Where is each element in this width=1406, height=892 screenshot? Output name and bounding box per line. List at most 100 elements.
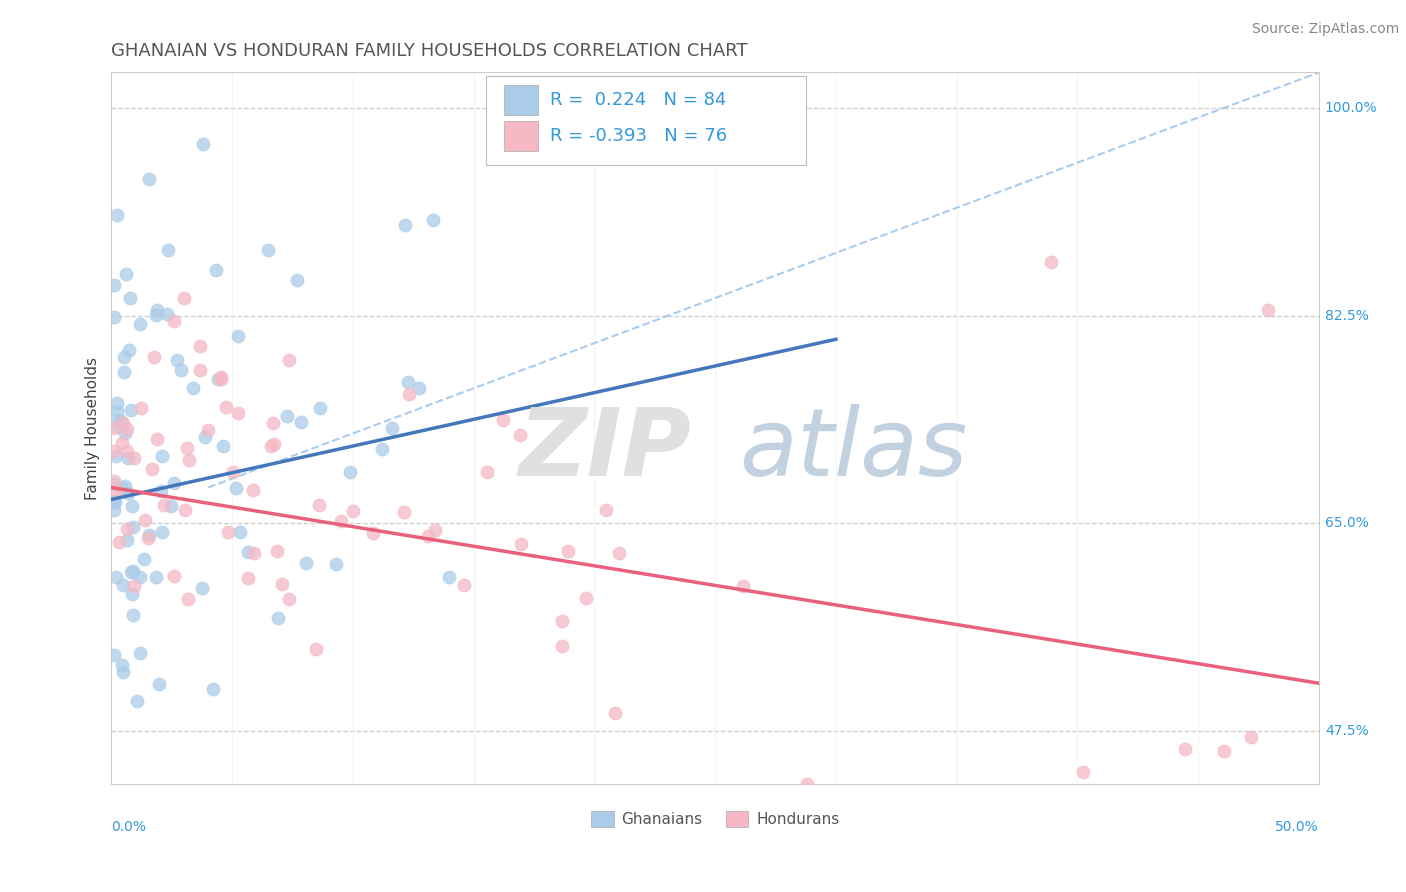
Text: 100.0%: 100.0% bbox=[1324, 101, 1378, 115]
Y-axis label: Family Households: Family Households bbox=[86, 357, 100, 500]
Point bbox=[1213, 744, 1236, 758]
Point bbox=[197, 423, 219, 437]
Point bbox=[510, 537, 533, 551]
Point bbox=[105, 483, 128, 498]
Text: 50.0%: 50.0% bbox=[1275, 820, 1319, 834]
Point bbox=[112, 350, 135, 364]
Point bbox=[138, 528, 160, 542]
Point bbox=[170, 363, 193, 377]
Point bbox=[111, 658, 134, 673]
Point bbox=[226, 329, 249, 343]
Point bbox=[117, 450, 139, 465]
Point bbox=[1174, 741, 1197, 756]
Point bbox=[138, 172, 160, 186]
Point bbox=[191, 136, 214, 151]
Point bbox=[121, 608, 143, 623]
Point bbox=[176, 441, 198, 455]
Point bbox=[1257, 302, 1279, 317]
Point bbox=[267, 610, 290, 624]
Point bbox=[418, 529, 440, 543]
Point bbox=[423, 523, 446, 537]
Point bbox=[453, 578, 475, 592]
Point bbox=[145, 570, 167, 584]
Point bbox=[104, 449, 127, 463]
Point bbox=[381, 421, 404, 435]
Point bbox=[103, 444, 125, 458]
Point bbox=[226, 405, 249, 419]
Bar bbox=[503, 86, 537, 115]
Point bbox=[202, 682, 225, 697]
Point bbox=[215, 400, 238, 414]
Point bbox=[103, 278, 125, 293]
Point bbox=[163, 568, 186, 582]
Point bbox=[309, 401, 332, 416]
Point bbox=[136, 531, 159, 545]
Text: Source: ZipAtlas.com: Source: ZipAtlas.com bbox=[1251, 22, 1399, 37]
Point bbox=[603, 706, 626, 720]
Point bbox=[159, 499, 181, 513]
Point bbox=[111, 435, 134, 450]
Point bbox=[114, 267, 136, 281]
Point bbox=[188, 363, 211, 377]
Point bbox=[437, 569, 460, 583]
Point bbox=[305, 641, 328, 656]
Point bbox=[181, 381, 204, 395]
Point bbox=[276, 409, 298, 423]
Point bbox=[103, 494, 125, 508]
Point bbox=[145, 308, 167, 322]
Point bbox=[209, 372, 232, 386]
Point bbox=[607, 546, 630, 560]
Point bbox=[125, 694, 148, 708]
Point bbox=[361, 525, 384, 540]
Point bbox=[285, 273, 308, 287]
Point bbox=[277, 352, 299, 367]
Point bbox=[398, 387, 420, 401]
Point bbox=[117, 486, 139, 500]
Point bbox=[121, 564, 143, 578]
Point bbox=[146, 302, 169, 317]
Point bbox=[118, 291, 141, 305]
Point bbox=[120, 403, 142, 417]
Point bbox=[112, 365, 135, 379]
Point bbox=[179, 453, 201, 467]
Point bbox=[129, 401, 152, 415]
Point bbox=[111, 481, 134, 495]
Point bbox=[163, 475, 186, 490]
Point bbox=[225, 481, 247, 495]
Point bbox=[509, 427, 531, 442]
Point bbox=[103, 648, 125, 663]
Point bbox=[796, 777, 818, 791]
Point bbox=[122, 451, 145, 466]
Point bbox=[1021, 826, 1043, 840]
Point bbox=[260, 439, 283, 453]
Point bbox=[176, 592, 198, 607]
Point bbox=[492, 413, 515, 427]
Point bbox=[271, 576, 294, 591]
Point bbox=[242, 483, 264, 497]
Point bbox=[475, 466, 498, 480]
Point bbox=[396, 375, 419, 389]
Point bbox=[122, 579, 145, 593]
Text: R =  0.224   N = 84: R = 0.224 N = 84 bbox=[550, 91, 725, 109]
Point bbox=[105, 404, 128, 418]
Point bbox=[294, 556, 316, 570]
Point bbox=[1240, 730, 1263, 744]
Point bbox=[174, 503, 197, 517]
Point bbox=[150, 483, 173, 498]
Point bbox=[132, 552, 155, 566]
Point bbox=[166, 352, 188, 367]
Point bbox=[557, 544, 579, 558]
Point bbox=[143, 350, 166, 364]
Point bbox=[342, 504, 364, 518]
Point bbox=[110, 414, 132, 428]
Point bbox=[595, 502, 617, 516]
Point bbox=[118, 343, 141, 358]
Text: 65.0%: 65.0% bbox=[1324, 516, 1369, 530]
Point bbox=[339, 465, 361, 479]
Point bbox=[107, 412, 129, 426]
Point bbox=[243, 546, 266, 560]
Point bbox=[103, 502, 125, 516]
Point bbox=[128, 570, 150, 584]
Point bbox=[122, 520, 145, 534]
Point bbox=[783, 813, 806, 827]
